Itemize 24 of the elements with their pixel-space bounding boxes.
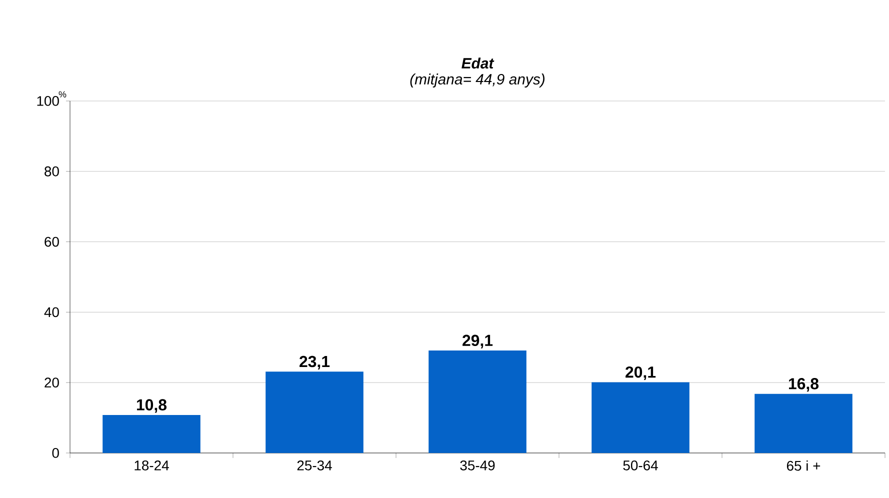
bar (428, 350, 526, 453)
x-tick-label: 65 i + (786, 460, 820, 471)
x-tick-label: 50-64 (623, 460, 658, 470)
data-label: 10,8 (136, 399, 167, 413)
y-tick-label: 0 (52, 448, 59, 458)
bar (102, 414, 200, 453)
x-tick-label: 35-49 (460, 460, 495, 470)
data-label: 16,8 (788, 378, 819, 392)
y-tick-label: 20 (44, 378, 59, 388)
data-label: 20,1 (626, 366, 656, 380)
y-tick-label: 100 (37, 96, 59, 106)
chart-subtitle: (mitjana= 44,9 anys) (410, 74, 544, 88)
bar (266, 372, 364, 453)
y-tick-label: 80 (44, 166, 59, 176)
bar (754, 394, 852, 453)
bar (592, 382, 690, 453)
data-label: 23,1 (300, 356, 330, 370)
x-tick-label: 18-24 (134, 460, 169, 470)
chart-title: Edat (462, 58, 494, 69)
data-label: 29,1 (462, 334, 493, 348)
y-axis-title: % (58, 91, 66, 98)
y-tick-label: 40 (44, 307, 59, 318)
x-tick-label: 25-34 (297, 460, 332, 470)
y-tick-label: 60 (44, 236, 59, 247)
